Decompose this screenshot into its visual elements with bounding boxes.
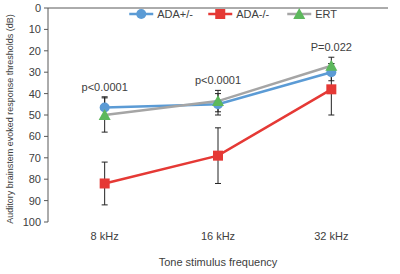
y-tick [44,8,48,9]
data-point [99,109,111,120]
data-point [326,84,336,94]
y-tick [44,29,48,30]
error-cap [328,115,334,116]
y-tick-label: 30 [29,66,41,78]
error-cap [102,204,108,205]
data-point [100,178,110,188]
y-tick-label: 90 [29,195,41,207]
x-tick-label: 16 kHz [201,230,235,242]
y-tick [44,222,48,223]
y-tick [44,50,48,51]
y-tick [44,200,48,201]
error-cap [102,132,108,133]
error-cap [328,57,334,58]
legend-item: ADA+/- [129,8,193,20]
y-tick-label: 70 [29,152,41,164]
y-tick-label: 80 [29,173,41,185]
error-cap [215,90,221,91]
legend: ADA+/- ADA-/- ERT [129,8,337,20]
legend-item: ADA-/- [208,8,269,20]
data-point [212,95,224,106]
legend-item: ERT [287,8,337,20]
error-cap [102,96,108,97]
x-axis-label: Tone stimulus frequency [159,256,278,268]
series-line [105,89,332,183]
y-tick-label: 20 [29,45,41,57]
annotation: p<0.0001 [82,81,128,93]
y-tick-label: 10 [29,23,41,35]
plot-marks [99,57,338,205]
legend-label: ADA-/- [236,8,269,20]
y-tick [44,179,48,180]
y-tick-label: 100 [23,216,41,228]
y-tick-label: 0 [35,2,41,14]
error-cap [215,183,221,184]
y-tick-label: 60 [29,130,41,142]
error-cap [215,111,221,112]
annotation: P=0.022 [311,41,352,53]
y-tick [44,136,48,137]
series-line [105,66,332,115]
chart: 0 10 20 30 40 50 60 70 80 90 100 8 kHz 16 kHz 32 kHz T… [0,0,400,274]
annotation: p<0.0001 [195,74,241,86]
y-tick-label: 40 [29,88,41,100]
data-point [213,151,223,161]
legend-label: ADA+/- [157,8,193,20]
error-cap [215,127,221,128]
error-cap [102,162,108,163]
legend-label: ERT [315,8,337,20]
y-tick [44,72,48,73]
legend-marker [136,9,146,19]
y-tick [44,157,48,158]
data-point [325,60,337,71]
error-cap [215,115,221,116]
y-tick [44,93,48,94]
y-tick-label: 50 [29,109,41,121]
legend-marker [293,8,305,19]
y-tick [44,115,48,116]
legend-marker [215,9,225,19]
x-tick-label: 8 kHz [91,230,119,242]
error-cap [102,97,108,98]
x-tick-label: 32 kHz [314,230,348,242]
y-axis-label: Auditory brainstem evoked response thres… [5,14,15,224]
